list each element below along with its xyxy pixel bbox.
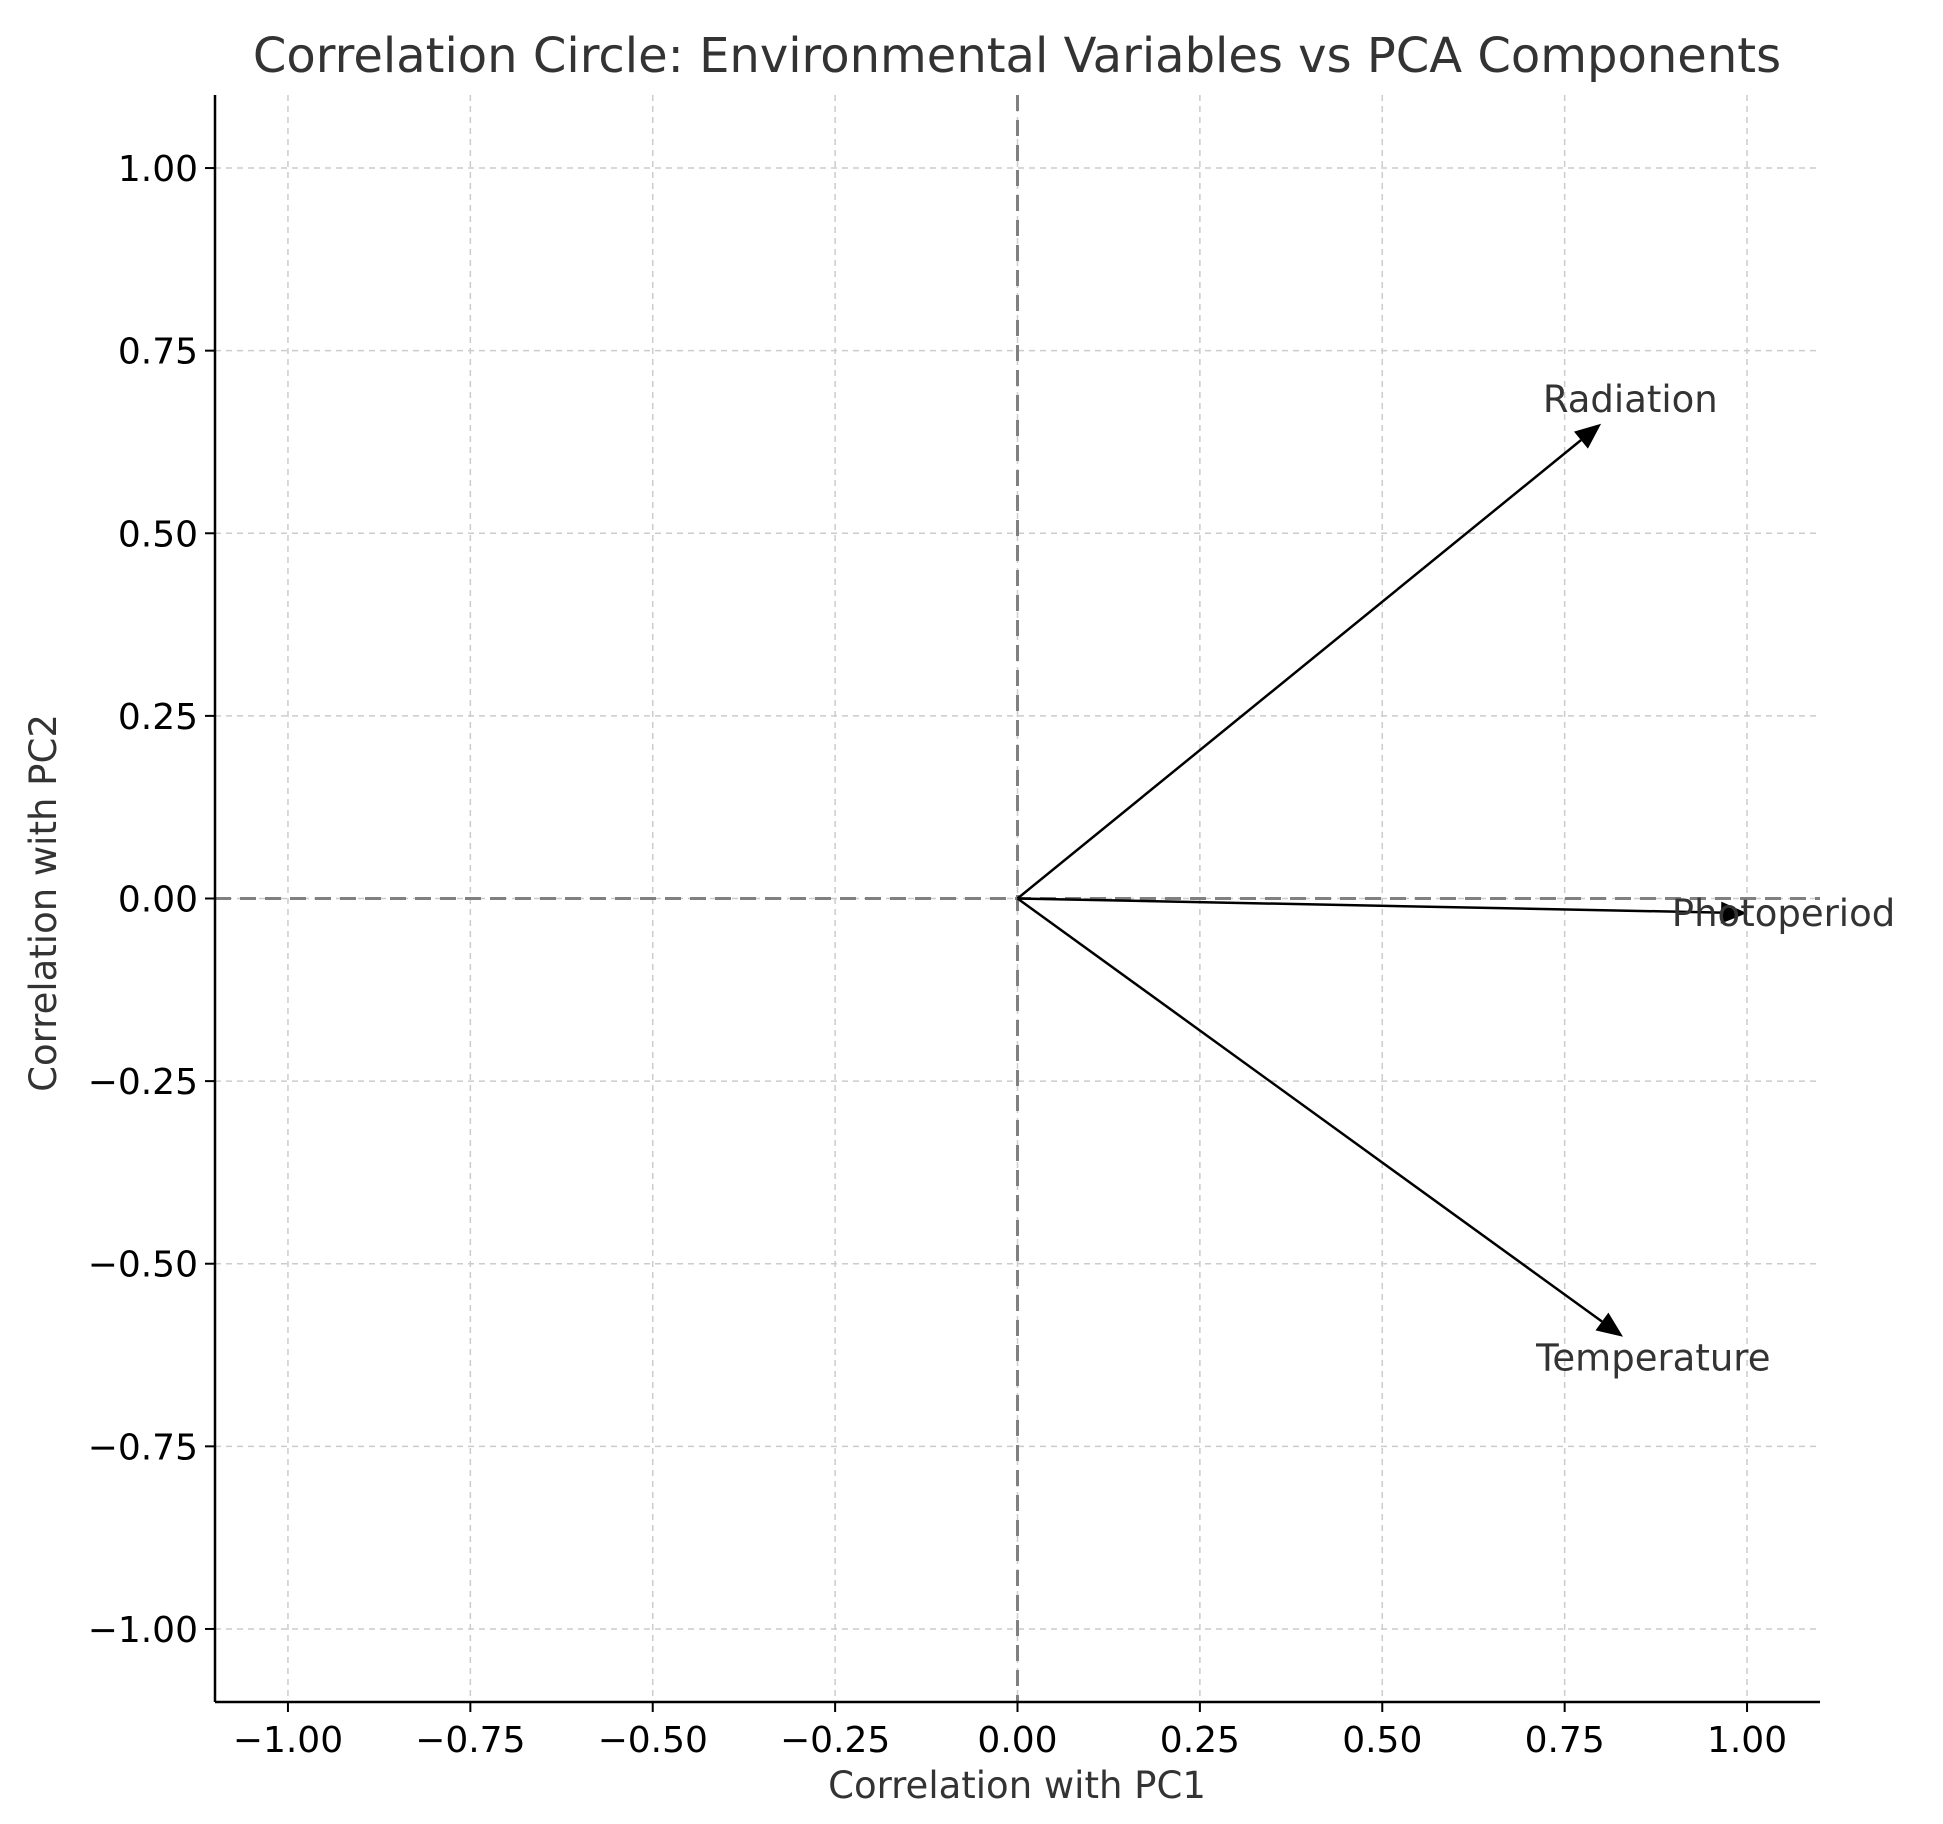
arrowhead-radiation [1574,423,1602,449]
x-tick-label-4: 0.00 [977,1720,1057,1761]
arrow-temperature [1016,897,1603,1323]
x-axis-label: Correlation with PC1 [828,1764,1206,1807]
y-tick-label-6: 0.50 [118,514,198,555]
y-tick-label-7: 0.75 [118,332,198,373]
vector-label-radiation: Radiation [1543,378,1718,421]
y-tick-label-3: −0.25 [88,1062,198,1103]
x-tick-label-7: 0.75 [1525,1720,1605,1761]
y-tick-label-4: 0.00 [118,880,198,921]
arrow-photoperiod [1017,897,1722,914]
y-tick-label-2: −0.50 [88,1245,198,1286]
y-axis-label: Correlation with PC2 [22,714,65,1092]
y-tick-label-0: −1.00 [88,1610,198,1651]
arrow-radiation [1016,439,1582,900]
y-tick-label-8: 1.00 [118,149,198,190]
x-tick-label-6: 0.50 [1342,1720,1422,1761]
x-tick-label-2: −0.50 [598,1720,708,1761]
x-tick-label-8: 1.00 [1707,1720,1787,1761]
y-tick-label-1: −0.75 [88,1427,198,1468]
x-tick-label-1: −0.75 [415,1720,525,1761]
y-ticks: −1.00 −0.75 −0.50 −0.25 0.00 0.25 0.50 0.75 1.00 [88,149,215,1651]
chart-title: Correlation Circle: Environmental Variab… [253,28,1781,84]
y-tick-label-5: 0.25 [118,697,198,738]
arrowhead-photoperiod [1720,901,1747,924]
x-tick-label-3: −0.25 [780,1720,890,1761]
vector-label-temperature: Temperature [1535,1337,1770,1380]
arrowhead-temperature [1595,1312,1623,1337]
vectors: Radiation Photoperiod Temperature [1016,378,1895,1380]
x-tick-label-0: −1.00 [233,1720,343,1761]
vector-label-photoperiod: Photoperiod [1672,892,1895,935]
x-tick-label-5: 0.25 [1160,1720,1240,1761]
x-ticks: −1.00 −0.75 −0.50 −0.25 0.00 0.25 0.50 0.75 1.00 [233,1702,1787,1761]
